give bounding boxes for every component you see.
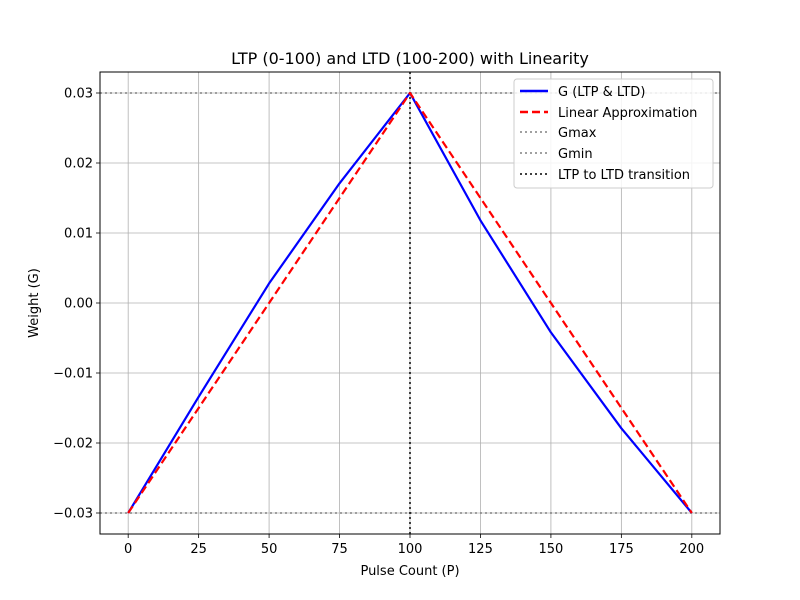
x-axis-ticks: 0 25 50 75 100 125 150 175 200 (124, 534, 704, 557)
legend-label-linear: Linear Approximation (558, 106, 697, 121)
x-axis-label: Pulse Count (P) (360, 564, 459, 579)
y-tick-label: 0.01 (64, 227, 93, 242)
x-tick-label: 125 (468, 542, 493, 557)
linear-approximation-line (127, 91, 693, 514)
legend-label-transition: LTP to LTD transition (558, 168, 690, 183)
legend-label-gmin: Gmin (558, 147, 593, 162)
legend-label-g: G (LTP & LTD) (558, 85, 645, 100)
chart-title: LTP (0-100) and LTD (100-200) with Linea… (231, 49, 589, 68)
y-axis-ticks: −0.03 −0.02 −0.01 0.00 0.01 0.02 0.03 (53, 87, 100, 522)
legend: G (LTP & LTD) Linear Approximation Gmax … (513, 78, 714, 189)
y-tick-label: 0.02 (64, 157, 93, 172)
y-tick-label: −0.02 (53, 437, 93, 452)
legend-box (513, 78, 714, 189)
series-layer (127, 91, 693, 514)
legend-label-gmax: Gmax (558, 126, 597, 141)
y-tick-label: 0.00 (64, 297, 93, 312)
x-tick-label: 100 (398, 542, 423, 557)
y-tick-label: −0.01 (53, 367, 93, 382)
x-tick-label: 200 (679, 542, 704, 557)
x-tick-label: 0 (124, 542, 132, 557)
y-tick-label: −0.03 (53, 507, 93, 522)
x-tick-label: 75 (331, 542, 348, 557)
y-tick-label: 0.03 (64, 87, 93, 102)
x-tick-label: 175 (609, 542, 634, 557)
x-tick-label: 25 (190, 542, 207, 557)
y-axis-label: Weight (G) (27, 268, 42, 338)
x-tick-label: 50 (261, 542, 278, 557)
x-tick-label: 150 (538, 542, 563, 557)
